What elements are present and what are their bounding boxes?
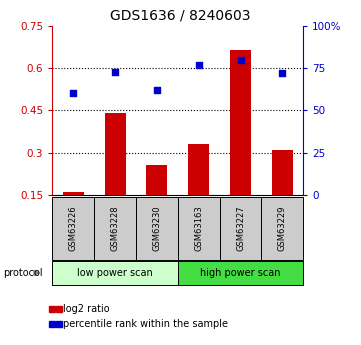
Point — [154, 87, 160, 93]
Bar — [63, 192, 84, 195]
Text: percentile rank within the sample: percentile rank within the sample — [63, 319, 228, 329]
Bar — [272, 150, 293, 195]
Text: GSM63163: GSM63163 — [194, 206, 203, 252]
Text: protocol: protocol — [4, 268, 43, 278]
Text: GSM63230: GSM63230 — [152, 206, 161, 252]
Bar — [230, 50, 251, 195]
Bar — [147, 165, 168, 195]
Text: GSM63228: GSM63228 — [110, 206, 119, 252]
Text: log2 ratio: log2 ratio — [63, 304, 110, 314]
Text: GSM63226: GSM63226 — [69, 206, 78, 252]
Point — [279, 70, 285, 76]
Text: GSM63227: GSM63227 — [236, 206, 245, 252]
Bar — [105, 113, 126, 195]
Bar — [188, 144, 209, 195]
Point — [112, 69, 118, 74]
Point — [238, 57, 243, 62]
Point — [196, 62, 201, 68]
Point — [70, 91, 76, 96]
Text: low power scan: low power scan — [77, 268, 153, 278]
Text: high power scan: high power scan — [200, 268, 281, 278]
Text: GDS1636 / 8240603: GDS1636 / 8240603 — [110, 9, 251, 23]
Text: GSM63229: GSM63229 — [278, 206, 287, 251]
